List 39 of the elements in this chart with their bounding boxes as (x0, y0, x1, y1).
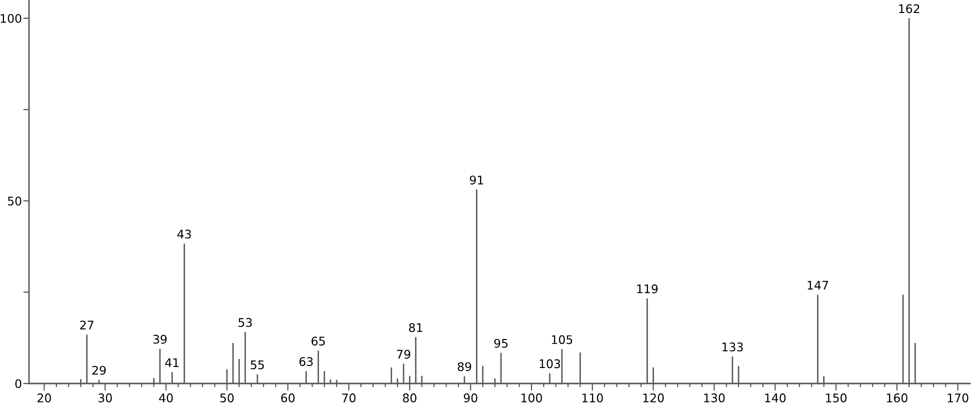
x-tick-label: 160 (886, 393, 908, 402)
x-tick-label: 50 (220, 393, 234, 402)
y-tick-label: 50 (8, 196, 22, 206)
annotation: 105 (552, 335, 572, 344)
x-tick-label: 100 (522, 393, 542, 402)
x-tick-label: 170 (948, 393, 968, 402)
x-tick-label: 120 (643, 393, 664, 402)
annotation: 29 (92, 366, 106, 375)
y-tick-label: 100 (0, 14, 22, 23)
annotation: 147 (808, 280, 828, 290)
annotation: 41 (165, 358, 179, 367)
x-tick-label: 110 (582, 393, 603, 402)
x-tick-label: 70 (342, 393, 356, 402)
annotation: 53 (238, 318, 252, 327)
annotation: 162 (899, 4, 920, 14)
annotation: 95 (494, 338, 508, 348)
annotation: 27 (80, 320, 94, 330)
annotation: 79 (397, 350, 410, 359)
annotation: 81 (409, 323, 422, 332)
annotation: 89 (458, 362, 472, 372)
annotation: 91 (470, 176, 484, 184)
annotation: 119 (637, 284, 658, 294)
annotation: 43 (177, 230, 191, 239)
x-tick-label: 140 (765, 393, 786, 402)
x-tick-label: 90 (464, 393, 478, 402)
x-tick-label: 80 (402, 393, 416, 402)
annotation: 55 (250, 360, 264, 370)
annotation: 39 (153, 334, 167, 344)
x-tick-label: 150 (826, 393, 846, 402)
x-tick-label: 60 (281, 393, 295, 402)
annotation: 133 (722, 342, 743, 352)
annotation: 65 (312, 336, 325, 346)
annotation: 103 (540, 359, 560, 368)
x-tick-label: 30 (98, 393, 112, 402)
x-tick-label: 40 (159, 393, 173, 402)
annotation: 63 (299, 357, 313, 366)
x-tick-label: 130 (704, 393, 725, 402)
x-tick-label: 20 (38, 393, 51, 402)
y-tick-label: 0 (15, 379, 22, 388)
